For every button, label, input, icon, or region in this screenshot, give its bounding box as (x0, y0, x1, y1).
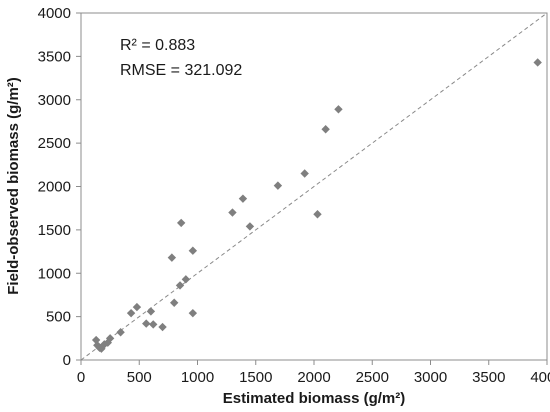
y-axis-ticks: 0 500 1000 1500 2000 2500 3000 3500 4000 (38, 5, 81, 369)
x-tick-label: 2500 (356, 369, 389, 386)
data-point (158, 322, 167, 332)
x-axis-ticks: 0 500 1000 1500 2000 2500 3000 3500 4000 (77, 360, 550, 386)
data-point (167, 253, 177, 262)
data-point (149, 320, 158, 329)
data-point (245, 222, 255, 231)
data-point (116, 328, 125, 337)
data-point (238, 194, 248, 203)
y-tick-label: 1500 (38, 222, 71, 239)
rmse-annotation: RMSE = 321.092 (120, 62, 242, 79)
data-point (181, 275, 191, 284)
x-tick-label: 3500 (472, 369, 505, 386)
data-point (132, 302, 142, 312)
data-point (321, 125, 330, 134)
data-point (228, 208, 237, 217)
data-point (146, 307, 156, 316)
x-tick-label: 1000 (181, 369, 214, 386)
y-tick-label: 0 (63, 352, 71, 369)
data-point (91, 335, 101, 345)
data-point (105, 334, 115, 343)
x-tick-label: 1500 (239, 369, 272, 386)
y-tick-label: 500 (46, 309, 71, 326)
data-point (188, 246, 198, 255)
y-tick-label: 1000 (38, 265, 71, 282)
data-point (334, 105, 343, 114)
data-point (176, 218, 186, 228)
y-tick-label: 2000 (38, 179, 71, 196)
one-to-one-line-layer (80, 12, 548, 361)
y-tick-label: 2500 (38, 135, 71, 152)
x-tick-label: 3000 (414, 369, 447, 386)
data-point (93, 341, 102, 350)
one-to-one-line (80, 12, 548, 361)
data-point (533, 58, 542, 67)
y-tick-label: 3500 (38, 48, 71, 65)
data-point (97, 344, 106, 353)
y-tick-label: 4000 (38, 5, 71, 22)
x-tick-label: 0 (77, 369, 85, 386)
data-point (142, 319, 151, 328)
x-tick-label: 4000 (530, 369, 550, 386)
y-tick-label: 3000 (38, 92, 71, 109)
r-squared-annotation: R² = 0.883 (120, 37, 195, 54)
data-point (313, 210, 322, 219)
data-point (300, 169, 309, 178)
data-point (188, 308, 198, 318)
y-axis-title: Field-observed biomass (g/m²) (5, 77, 22, 295)
data-point (175, 281, 185, 290)
x-axis-title: Estimated biomass (g/m²) (223, 390, 406, 407)
data-point (273, 181, 283, 190)
x-tick-label: 500 (127, 369, 152, 386)
data-points (91, 58, 542, 353)
x-tick-label: 2000 (297, 369, 330, 386)
data-point (170, 298, 179, 307)
data-point (126, 308, 136, 318)
